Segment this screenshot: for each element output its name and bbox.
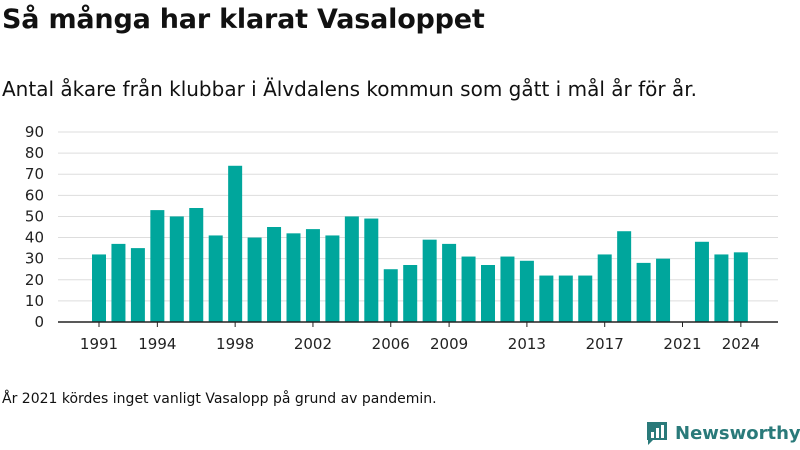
x-tick-label: 2013 [508,335,546,353]
bar [422,239,437,322]
bar [247,237,262,322]
footnote: År 2021 kördes inget vanligt Vasalopp på… [2,391,437,407]
x-tick-label: 2002 [294,335,332,353]
bar [344,216,359,322]
bar [519,260,534,322]
bar-chart: 0 10 20 30 40 50 60 70 80 90 1991 1994 1998 2002 2006 2… [25,123,778,353]
bar [286,233,301,322]
y-tick-label: 90 [25,123,44,141]
bar [92,254,106,322]
bar [714,254,729,322]
y-tick-label: 0 [34,313,44,331]
x-tick-label: 1994 [138,335,176,353]
bar [656,258,671,322]
bar [189,208,204,322]
x-tick-label: 2009 [430,335,468,353]
bar [500,256,515,322]
y-tick-label: 60 [25,186,44,204]
bar [228,165,243,322]
bar [636,262,651,322]
brand-name: Newsworthy [675,422,800,444]
y-tick-label: 80 [25,144,44,162]
y-tick-label: 30 [25,250,44,268]
bar [325,235,340,322]
bar [481,265,495,322]
bar [364,218,379,322]
bar [403,265,418,322]
bar-chart-logo-icon [647,422,667,445]
y-tick-label: 10 [25,292,44,310]
bar [558,275,573,322]
bar [694,241,709,322]
bar [305,229,320,322]
bar [383,269,398,322]
bar [169,216,184,322]
x-tick-label: 1998 [216,335,254,353]
y-tick-label: 20 [25,271,44,289]
bar [267,227,282,322]
bar [617,231,632,322]
bar [461,256,476,322]
bar [208,235,223,322]
x-tick-label: 1991 [80,335,118,353]
bar [130,248,145,322]
x-tick-label: 2017 [586,335,624,353]
x-tick-label: 2021 [663,335,701,353]
y-tick-label: 40 [25,229,44,247]
y-tick-label: 70 [25,165,44,183]
x-tick-label: 2006 [372,335,410,353]
bar [111,243,126,322]
brand-logo[interactable]: Newsworthy [645,420,800,446]
bar [578,275,593,322]
bar [733,252,748,322]
y-tick-label: 50 [25,207,44,225]
x-tick-label: 2024 [722,335,760,353]
chart-title: Så många har klarat Vasaloppet [2,4,485,35]
bar [150,210,165,322]
chart-subtitle: Antal åkare från klubbar i Älvdalens kom… [2,77,697,101]
bar [597,254,612,322]
bar [539,275,554,322]
bar [442,243,457,322]
